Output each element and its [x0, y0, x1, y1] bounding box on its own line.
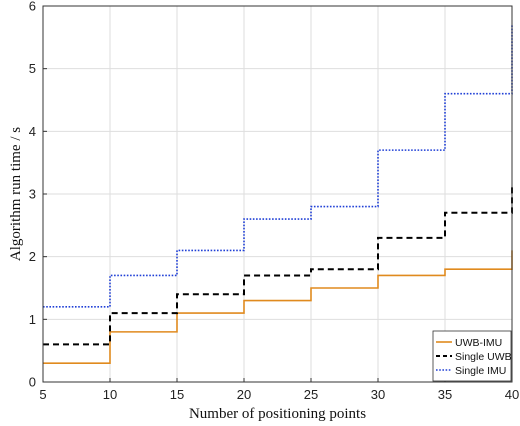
- x-tick-label: 40: [505, 387, 519, 402]
- x-tick-label: 15: [170, 387, 184, 402]
- series-group: [43, 24, 513, 364]
- x-tick-label: 30: [371, 387, 385, 402]
- x-axis-label: Number of positioning points: [189, 406, 366, 422]
- series-line-2: [43, 24, 513, 308]
- y-tick-label: 5: [29, 61, 36, 76]
- ticks: 5 10 15 20 25 30 35 40 0 1 2 3 4 5 6: [29, 0, 519, 402]
- x-tick-label: 10: [103, 387, 117, 402]
- y-tick-label: 3: [29, 187, 36, 202]
- x-tick-label: 20: [237, 387, 251, 402]
- y-tick-label: 4: [29, 124, 36, 139]
- legend: UWB-IMU Single UWB Single IMU: [432, 330, 512, 382]
- legend-label-2: Single IMU: [455, 365, 506, 377]
- legend-label-1: Single UWB: [455, 351, 512, 363]
- x-tick-label: 35: [438, 387, 452, 402]
- y-axis-label: Algorithm run time / s: [8, 127, 24, 261]
- y-tick-label: 2: [29, 249, 36, 264]
- x-tick-label: 25: [304, 387, 318, 402]
- y-tick-label: 6: [29, 0, 36, 14]
- x-tick-label: 5: [39, 387, 46, 402]
- series-line-1: [43, 184, 513, 346]
- y-tick-label: 1: [29, 312, 36, 327]
- series-line-0: [43, 250, 513, 364]
- legend-label-0: UWB-IMU: [455, 337, 502, 349]
- y-tick-label: 0: [29, 375, 36, 390]
